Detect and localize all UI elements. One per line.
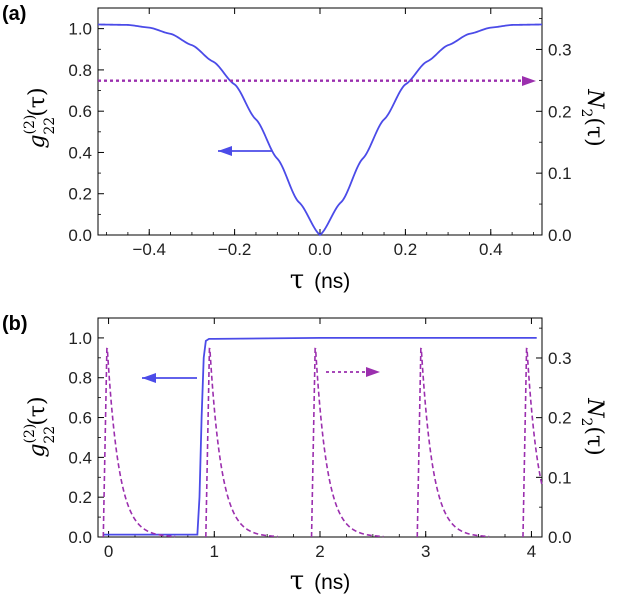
panel-a-y-title-left: g(2) 22(τ)	[22, 87, 58, 148]
x-tick-label: 1	[210, 542, 219, 561]
y-right-tick-label: 0.3	[548, 40, 572, 59]
y-right-tick-label: 0.0	[548, 528, 572, 547]
series-line-g22	[97, 23, 543, 237]
panel-a-x-title: τ (ns)	[290, 265, 351, 295]
y-left-tick-label: 0.0	[68, 528, 92, 547]
panel-a-label: (a)	[2, 3, 26, 25]
svg-text:N2(τ): N2(τ)	[578, 88, 607, 147]
panel-b-x-title: τ (ns)	[290, 566, 351, 596]
arrow-b-right-head	[366, 367, 380, 377]
panel-b-frame	[97, 317, 543, 538]
y-right-tick-label: 0.1	[548, 468, 572, 487]
panel-b-series	[102, 337, 543, 538]
panel-b-y-title-left: g(2) 22(τ)	[22, 396, 58, 457]
y-left-tick-label: 0.2	[68, 488, 92, 507]
svg-text:g(2)22(τ): g(2) 22(τ)	[22, 87, 58, 148]
series-pulse-n2	[102, 347, 176, 538]
panel-a: (a) −0.4 −0.2 0.0 0.2 0.4 0.0 0.2 0.4 0.6 0.8 1.0 0…	[2, 3, 607, 295]
y-left-tick-label: 0.8	[68, 369, 92, 388]
x-tick-label: −0.4	[132, 240, 166, 259]
y-right-tick-label: 0.1	[548, 164, 572, 183]
x-tick-label: 3	[421, 542, 430, 561]
y-left-tick-label: 1.0	[68, 20, 92, 39]
series-pulse-n2	[310, 347, 384, 538]
series-line-g22	[103, 337, 537, 536]
y-left-tick-label: 0.4	[68, 448, 92, 467]
y-left-tick-label: 0.8	[68, 61, 92, 80]
panel-a-frame	[97, 7, 543, 236]
y-left-tick-label: 0.6	[68, 102, 92, 121]
panel-a-series	[97, 23, 543, 237]
x-tick-label: 4	[527, 542, 536, 561]
x-tick-label: 0.4	[479, 240, 503, 259]
arrow-a-left-head	[218, 146, 232, 156]
panel-b-ticks: 0 1 2 3 4 0.0 0.2 0.4 0.6 0.8 1.0 0.0 0.1 0.2 0.3	[68, 317, 572, 561]
panel-a-ticks: −0.4 −0.2 0.0 0.2 0.4 0.0 0.2 0.4 0.6 0.8 1.0 0.0 0.…	[68, 7, 572, 259]
arrow-a-right-head	[522, 76, 536, 86]
panel-b: (b) 0 1 2 3 40.00.20.40.60.81.00.00.10.20.3 …	[2, 313, 607, 596]
series-pulse-n2	[522, 347, 543, 538]
x-tick-label: 0.2	[394, 240, 418, 259]
x-tick-label: 0	[104, 542, 113, 561]
y-left-tick-label: 0.2	[68, 185, 92, 204]
y-right-tick-label: 0.3	[548, 349, 572, 368]
series-pulse-n2	[205, 347, 278, 538]
panel-b-y-title-right: N2(τ)	[578, 397, 607, 456]
y-left-tick-label: 0.4	[68, 143, 92, 162]
svg-text:N2(τ): N2(τ)	[578, 397, 607, 456]
series-pulse-n2	[416, 347, 490, 538]
arrow-b-left-head	[142, 373, 156, 383]
x-tick-label: 0.0	[308, 240, 332, 259]
panel-b-label: (b)	[2, 313, 28, 335]
x-tick-label: 2	[315, 542, 324, 561]
y-right-tick-label: 0.0	[548, 226, 572, 245]
panel-a-y-title-right: N2(τ)	[578, 88, 607, 147]
y-right-tick-label: 0.2	[548, 102, 572, 121]
y-left-tick-label: 0.0	[68, 226, 92, 245]
y-left-tick-label: 0.6	[68, 409, 92, 428]
y-right-tick-label: 0.2	[548, 409, 572, 428]
svg-text:g(2)22(τ): g(2) 22(τ)	[22, 396, 58, 457]
y-left-tick-label: 1.0	[68, 329, 92, 348]
x-tick-label: −0.2	[218, 240, 252, 259]
